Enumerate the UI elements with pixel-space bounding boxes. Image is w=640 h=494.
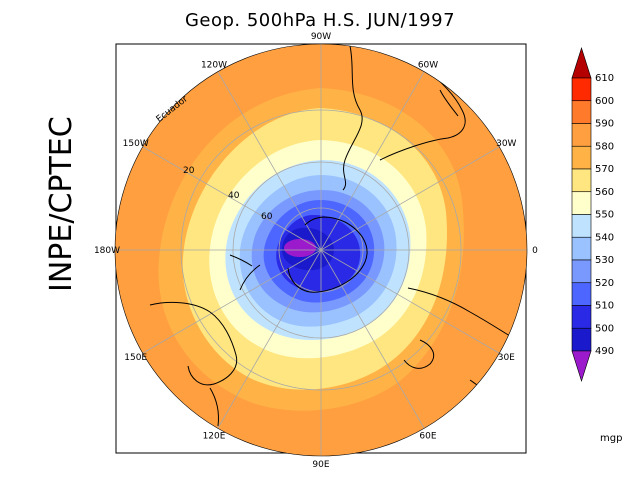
graticule	[115, 44, 527, 456]
colorbar-label-510: 510	[595, 301, 614, 312]
colorbar-label-540: 540	[595, 232, 614, 243]
colorbar-swatch-490-500	[571, 327, 592, 352]
geopotential-field	[115, 44, 527, 456]
colorbar-label-600: 600	[595, 96, 614, 107]
longitude-labels: 90W 60W 30W 0 30E 60E 90E 120E 150E 180W 150W 120W	[94, 32, 538, 470]
map-title: Geop. 500hPa H.S. JUN/1997	[184, 10, 456, 31]
colorbar-swatch-580-590	[571, 123, 592, 147]
lon-label-60e: 60E	[419, 431, 436, 441]
lon-label-0: 0	[532, 246, 538, 256]
colorbar-swatch-560-570	[571, 168, 592, 193]
colorbar-swatch-570-580	[571, 145, 592, 170]
colorbar-label-520: 520	[595, 278, 614, 289]
lon-label-150w: 150W	[123, 139, 149, 149]
lon-label-120w: 120W	[201, 61, 227, 71]
colorbar-swatch-gt610	[571, 47, 592, 79]
colorbar-swatch-510-520	[571, 282, 592, 306]
lat-label-60: 60	[261, 212, 273, 222]
colorbar-label-590: 590	[595, 119, 614, 130]
colorbar-swatches	[571, 47, 592, 382]
colorbar-label-550: 550	[595, 210, 614, 221]
lon-label-120e: 120E	[203, 431, 226, 441]
colorbar-label-570: 570	[595, 164, 614, 175]
colorbar-label-490: 490	[595, 346, 614, 357]
lat-label-40: 40	[228, 191, 240, 201]
colorbar-swatch-530-540	[571, 236, 592, 261]
colorbar-label-560: 560	[595, 187, 614, 198]
colorbar-swatch-500-510	[571, 305, 592, 329]
colorbar-swatch-590-600	[571, 100, 592, 124]
colorbar-swatch-520-530	[571, 259, 592, 284]
map-boundary	[114, 43, 528, 457]
lon-label-60w: 60W	[418, 61, 438, 71]
lon-label-90e: 90E	[312, 460, 329, 470]
lon-label-150e: 150E	[124, 353, 147, 363]
colorbar-label-580: 580	[595, 141, 614, 152]
colorbar-unit: mgp	[600, 433, 622, 444]
colorbar-swatch-600-610	[571, 77, 592, 102]
colorbar-swatch-lt490	[571, 350, 592, 382]
colorbar-label-610: 610	[595, 73, 614, 84]
colorbar-swatch-550-560	[571, 191, 592, 215]
lon-label-90w: 90W	[311, 32, 331, 42]
colorbar-swatch-540-550	[571, 214, 592, 238]
band-below-490	[284, 239, 316, 257]
colorbar-labels: 610 600 590 580 570 560 550 540 530 520 510 500 490	[595, 73, 614, 357]
latitude-labels: 20 40 60	[183, 166, 273, 222]
lon-label-30w: 30W	[496, 139, 516, 149]
lon-label-180w: 180W	[94, 246, 120, 256]
lat-label-20: 20	[183, 166, 195, 176]
lon-label-30e: 30E	[498, 353, 515, 363]
colorbar-label-500: 500	[595, 323, 614, 334]
colorbar-label-530: 530	[595, 255, 614, 266]
